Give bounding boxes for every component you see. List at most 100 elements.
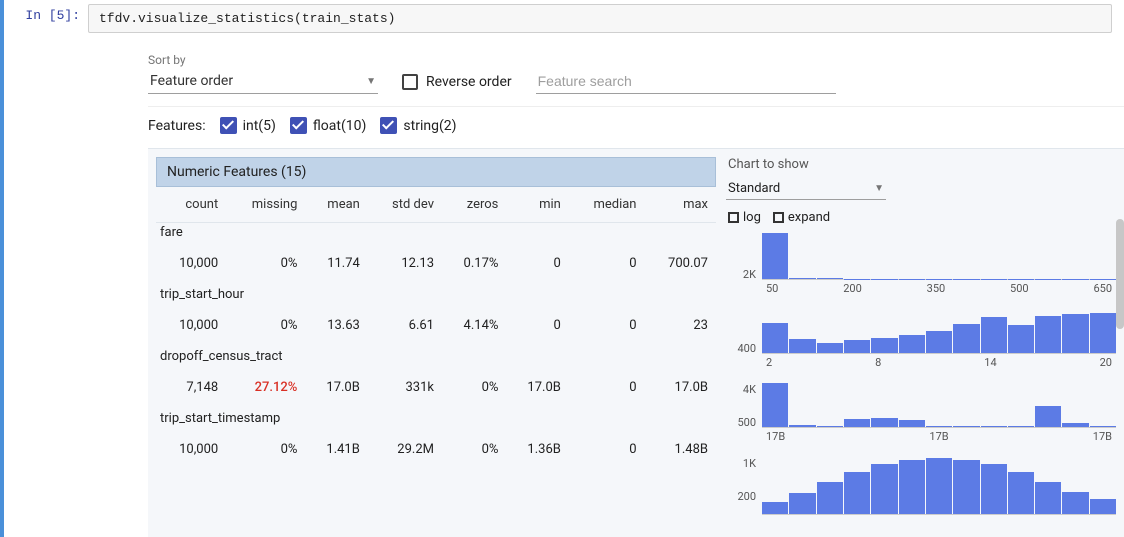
histogram-bar bbox=[926, 331, 952, 353]
histogram-bar bbox=[1008, 325, 1034, 353]
histogram-bar bbox=[762, 383, 788, 427]
x-tick-label: 20 bbox=[1100, 356, 1112, 369]
histogram-bar bbox=[871, 418, 897, 427]
y-tick-label: 200 bbox=[726, 490, 756, 503]
string-checkbox[interactable] bbox=[380, 117, 397, 134]
feature-name[interactable]: fare bbox=[156, 223, 716, 255]
x-tick-label: 14 bbox=[984, 356, 996, 369]
cell-zeros: 0% bbox=[442, 378, 506, 409]
sort-by-value: Feature order bbox=[150, 73, 233, 89]
sort-by-select[interactable]: Feature order ▼ bbox=[148, 69, 378, 94]
cell-max: 23 bbox=[645, 316, 717, 347]
column-header[interactable]: min bbox=[506, 187, 568, 223]
histogram-bar bbox=[789, 339, 815, 353]
cell-max: 17.0B bbox=[645, 378, 717, 409]
histogram-bar bbox=[762, 502, 788, 514]
cell-count: 10,000 bbox=[156, 254, 226, 285]
cell-count: 10,000 bbox=[156, 440, 226, 471]
cell-missing: 27.12% bbox=[226, 378, 305, 409]
feature-name[interactable]: trip_start_hour bbox=[156, 285, 716, 316]
y-tick-label: 1K bbox=[726, 457, 756, 470]
histogram-bar bbox=[817, 482, 843, 514]
feature-name[interactable]: trip_start_timestamp bbox=[156, 409, 716, 440]
histogram-bar bbox=[1035, 316, 1061, 353]
column-header[interactable]: zeros bbox=[442, 187, 506, 223]
column-header[interactable]: max bbox=[645, 187, 717, 223]
y-tick-label: 400 bbox=[726, 342, 756, 355]
cell-missing: 0% bbox=[226, 254, 305, 285]
chevron-down-icon: ▼ bbox=[366, 76, 376, 87]
x-tick-label: 8 bbox=[875, 356, 881, 369]
expand-label: expand bbox=[788, 210, 830, 225]
chart-to-show-label: Chart to show bbox=[726, 157, 1116, 176]
y-tick-label: 500 bbox=[726, 416, 756, 429]
string-label: string(2) bbox=[403, 118, 456, 134]
cell-mean: 17.0B bbox=[305, 378, 367, 409]
x-tick-label: 350 bbox=[927, 282, 946, 295]
int-label: int(5) bbox=[243, 118, 276, 134]
reverse-order-checkbox[interactable] bbox=[402, 74, 418, 90]
feature-search-input[interactable] bbox=[536, 69, 836, 94]
histogram-bar bbox=[844, 340, 870, 353]
feature-name[interactable]: dropoff_census_tract bbox=[156, 347, 716, 378]
x-tick-label: 2 bbox=[766, 356, 772, 369]
column-header[interactable]: median bbox=[569, 187, 645, 223]
histogram-bar bbox=[1008, 472, 1034, 514]
histogram-bar bbox=[1062, 492, 1088, 514]
histogram: 400 2 8 14 20 bbox=[726, 307, 1116, 369]
cell-mean: 11.74 bbox=[305, 254, 367, 285]
stats-table: countmissingmeanstd devzerosminmedianmax… bbox=[156, 187, 716, 471]
table-row: 10,0000%1.41B29.2M0%1.36B01.48B bbox=[156, 440, 716, 471]
chart-type-select[interactable]: Standard ▼ bbox=[726, 178, 886, 200]
scrollbar-thumb[interactable] bbox=[1116, 219, 1124, 329]
chart-type-value: Standard bbox=[728, 181, 780, 196]
histogram-bar bbox=[1035, 406, 1061, 427]
histogram-bar bbox=[844, 419, 870, 427]
y-tick-label: 2K bbox=[726, 268, 756, 281]
cell-zeros: 4.14% bbox=[442, 316, 506, 347]
cell-max: 700.07 bbox=[645, 254, 717, 285]
x-tick-label: 500 bbox=[1010, 282, 1029, 295]
histogram: 2K50200350500650 bbox=[726, 233, 1116, 295]
cell-median: 0 bbox=[569, 378, 645, 409]
cell-count: 7,148 bbox=[156, 378, 226, 409]
histogram-bar bbox=[926, 458, 952, 514]
cell-mean: 13.63 bbox=[305, 316, 367, 347]
table-row: 10,0000%13.636.614.14%0023 bbox=[156, 316, 716, 347]
cell-mean: 1.41B bbox=[305, 440, 367, 471]
table-row: 7,14827.12%17.0B331k0%17.0B017.0B bbox=[156, 378, 716, 409]
histogram-bar bbox=[789, 425, 815, 427]
histogram-bar bbox=[1062, 423, 1088, 427]
column-header[interactable]: missing bbox=[226, 187, 305, 223]
histogram-bar bbox=[871, 464, 897, 514]
cell-median: 0 bbox=[569, 316, 645, 347]
int-checkbox[interactable] bbox=[220, 117, 237, 134]
output-area: Sort by Feature order ▼ Reverse order Fe… bbox=[148, 49, 1124, 537]
column-header[interactable]: count bbox=[156, 187, 226, 223]
histogram-bar bbox=[817, 343, 843, 353]
column-header[interactable]: std dev bbox=[368, 187, 442, 223]
column-header[interactable]: mean bbox=[305, 187, 367, 223]
cell-min: 0 bbox=[506, 254, 568, 285]
histogram-bar bbox=[762, 233, 788, 279]
cell-missing: 0% bbox=[226, 440, 305, 471]
histogram-bar bbox=[953, 324, 979, 353]
histogram-bar bbox=[817, 278, 843, 279]
float-label: float(10) bbox=[313, 118, 367, 134]
histogram-bar bbox=[817, 426, 843, 427]
histogram-bar bbox=[789, 493, 815, 514]
histogram-bar bbox=[871, 338, 897, 353]
code-input[interactable]: tfdv.visualize_statistics(train_stats) bbox=[88, 4, 1112, 33]
features-label: Features: bbox=[148, 118, 206, 134]
histogram-bar bbox=[981, 317, 1007, 353]
histogram-bar bbox=[981, 464, 1007, 514]
reverse-order-label: Reverse order bbox=[426, 74, 512, 90]
histogram-bar bbox=[953, 426, 979, 427]
float-checkbox[interactable] bbox=[290, 117, 307, 134]
chevron-down-icon: ▼ bbox=[874, 183, 884, 194]
histogram-bar bbox=[1008, 426, 1034, 427]
log-checkbox[interactable] bbox=[728, 212, 739, 223]
cell-stddev: 6.61 bbox=[368, 316, 442, 347]
expand-checkbox[interactable] bbox=[773, 212, 784, 223]
cell-prompt: In [5]: bbox=[8, 4, 88, 537]
